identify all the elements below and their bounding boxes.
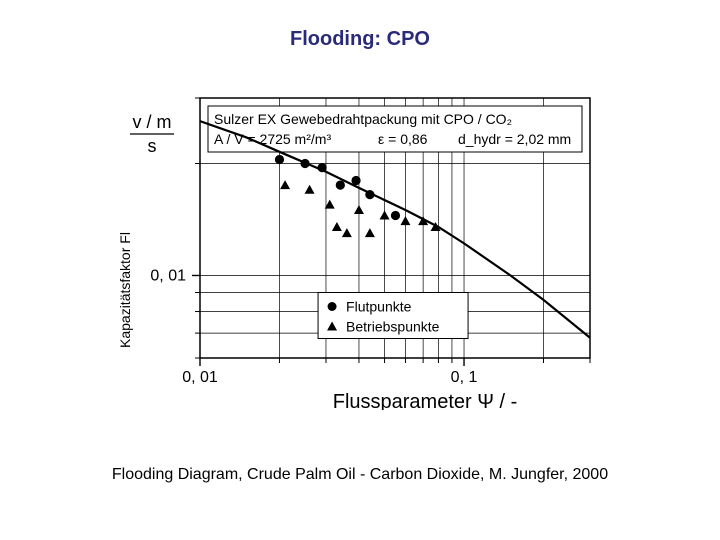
svg-text:A / V = 2725 m²/m³: A / V = 2725 m²/m³ [214, 131, 331, 147]
svg-text:0, 01: 0, 01 [182, 369, 218, 386]
svg-text:s: s [148, 136, 157, 156]
slide-title: Flooding: CPO [0, 28, 720, 51]
svg-text:Kapazitätsfaktor Fl: Kapazitätsfaktor Fl [117, 232, 133, 348]
svg-text:Betriebspunkte: Betriebspunkte [346, 318, 440, 334]
svg-text:ε = 0,86: ε = 0,86 [378, 131, 428, 147]
chart-container: 0, 01 0, 1 0, 01 Flussparameter Ψ / - v / m s… [110, 80, 610, 410]
svg-text:0, 01: 0, 01 [150, 267, 186, 284]
svg-text:Sulzer EX Gewebedrahtpackung m: Sulzer EX Gewebedrahtpackung mit CPO / C… [214, 111, 512, 127]
caption: Flooding Diagram, Crude Palm Oil - Carbo… [0, 466, 720, 484]
svg-text:0, 1: 0, 1 [451, 369, 478, 386]
svg-text:v / m: v / m [133, 112, 172, 132]
flooding-chart: 0, 01 0, 1 0, 01 Flussparameter Ψ / - v / m s… [110, 80, 610, 410]
svg-text:Flutpunkte: Flutpunkte [346, 298, 412, 314]
svg-text:Flussparameter Ψ / -: Flussparameter Ψ / - [333, 391, 518, 410]
svg-text:d_hydr = 2,02 mm: d_hydr = 2,02 mm [458, 131, 571, 147]
